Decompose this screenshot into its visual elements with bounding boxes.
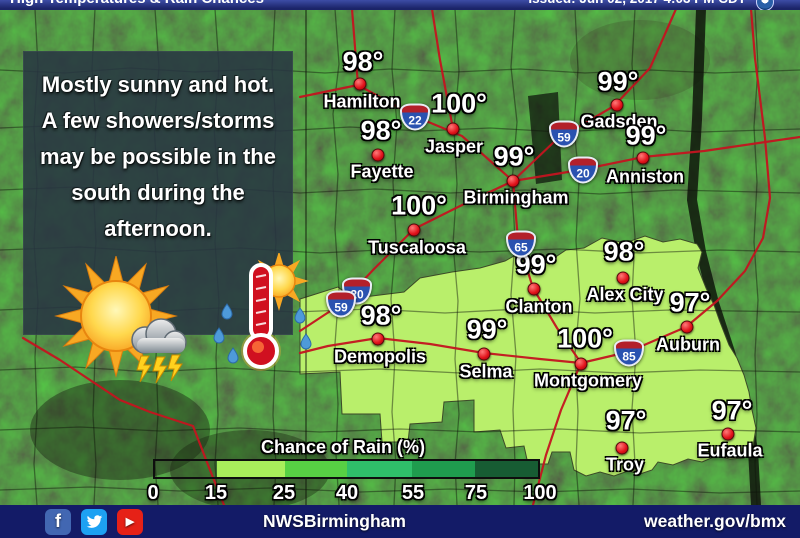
city-label: Selma	[459, 361, 513, 382]
city-label: Anniston	[606, 166, 684, 187]
thermometer-glyph	[241, 263, 281, 371]
twitter-icon	[81, 508, 107, 535]
temperature-label: 99°	[466, 314, 508, 345]
footer-bar: f ▶ NWSBirmingham weather.gov/bmx	[0, 505, 800, 538]
city-label: Montgomery	[534, 370, 642, 391]
temperature-label: 99°	[597, 66, 639, 97]
city-dot	[446, 122, 460, 136]
city-label: Jasper	[424, 136, 484, 157]
city-label: Eufaula	[697, 440, 763, 461]
legend-segment	[284, 461, 347, 477]
legend-tick: 40	[335, 482, 359, 504]
summary-line: may be possible in the	[40, 144, 276, 169]
social-icons: f ▶	[45, 508, 143, 535]
temperature-label: 100°	[431, 88, 487, 119]
sun-storm-icon	[55, 256, 187, 384]
city-dot	[721, 427, 735, 441]
city-label: Troy	[605, 454, 645, 475]
summary-line: afternoon.	[104, 216, 212, 241]
legend-tick: 25	[272, 482, 296, 504]
temperature-label: 98°	[342, 46, 384, 77]
storm-cloud	[131, 318, 187, 384]
legend-tick: 15	[204, 482, 228, 504]
city-label: Demopolis	[333, 346, 427, 367]
city-dot	[610, 98, 624, 112]
city-dot	[407, 223, 421, 237]
youtube-icon: ▶	[117, 508, 143, 535]
city-dot	[371, 332, 385, 346]
legend-tick: 0	[147, 482, 159, 504]
interstate-59-shield-icon: 59	[549, 120, 579, 148]
issued-timestamp: Issued: Jun 02, 2017 4:03 PM CDT	[528, 0, 746, 6]
legend-segment	[346, 461, 413, 477]
city-label: Clanton	[505, 296, 573, 317]
legend-tick: 55	[401, 482, 425, 504]
city-dot	[615, 441, 629, 455]
interstate-85-shield-icon: 85	[614, 339, 644, 367]
interstate-22-shield-icon: 22	[400, 103, 430, 131]
city-dot	[477, 347, 491, 361]
forecast-summary-text: Mostly sunny and hot. A few showers/storm…	[23, 67, 293, 247]
legend-tick-labels: 0 15 25 40 55 75 100	[147, 482, 556, 506]
city-label: Tuscaloosa	[368, 237, 466, 258]
title-bar: High Temperatures & Rain Chances Issued:…	[0, 0, 800, 10]
temperature-label: 97°	[669, 287, 711, 318]
city-label: Gadsden	[580, 111, 658, 132]
interstate-59-shield-icon: 59	[326, 290, 356, 318]
website-url: weather.gov/bmx	[644, 511, 786, 531]
city-label: Fayette	[350, 161, 414, 182]
city-dot	[574, 357, 588, 371]
temperature-label: 97°	[711, 395, 753, 426]
forecast-summary-box: Mostly sunny and hot. A few showers/storm…	[23, 51, 312, 384]
city-dot	[353, 77, 367, 91]
graphic-title: High Temperatures & Rain Chances	[10, 0, 264, 7]
temperature-label: 97°	[605, 405, 647, 436]
hot-thermometer-icon	[213, 253, 312, 371]
temperature-label: 100°	[391, 190, 447, 221]
city-label: Alex City	[586, 284, 664, 305]
city-dot	[680, 320, 694, 334]
legend-color-bar	[153, 459, 540, 479]
rain-chance-area	[299, 235, 757, 477]
legend-segment	[217, 461, 285, 477]
legend-segment	[412, 461, 475, 477]
temperature-label: 98°	[603, 236, 645, 267]
legend-title: Chance of Rain (%)	[260, 437, 425, 457]
temperature-label: 99°	[625, 120, 667, 151]
city-dot	[527, 282, 541, 296]
social-handle: NWSBirmingham	[263, 511, 406, 531]
facebook-icon: f	[45, 508, 71, 535]
summary-line: south during the	[71, 180, 245, 205]
summary-line: A few showers/storms	[41, 108, 275, 133]
summary-line: Mostly sunny and hot.	[41, 72, 275, 97]
city-label: Hamilton	[323, 91, 401, 112]
city-dot	[616, 271, 630, 285]
city-dot	[636, 151, 650, 165]
rain-chance-legend: Chance of Rain (%) 0 15 25 40 55 75 100	[143, 437, 556, 506]
city-dot	[506, 174, 520, 188]
legend-tick: 100	[523, 482, 557, 504]
temperature-label: 100°	[557, 323, 613, 354]
interstate-20-shield-icon: 20	[568, 156, 598, 184]
legend-segment	[474, 461, 538, 477]
temperature-label: 98°	[360, 300, 402, 331]
temperature-label: 99°	[493, 141, 535, 172]
city-dot	[371, 148, 385, 162]
temperature-label: 98°	[360, 115, 402, 146]
city-label: Auburn	[656, 334, 720, 355]
legend-tick: 75	[464, 482, 488, 504]
city-label: Birmingham	[463, 187, 569, 208]
legend-segment	[155, 461, 217, 477]
